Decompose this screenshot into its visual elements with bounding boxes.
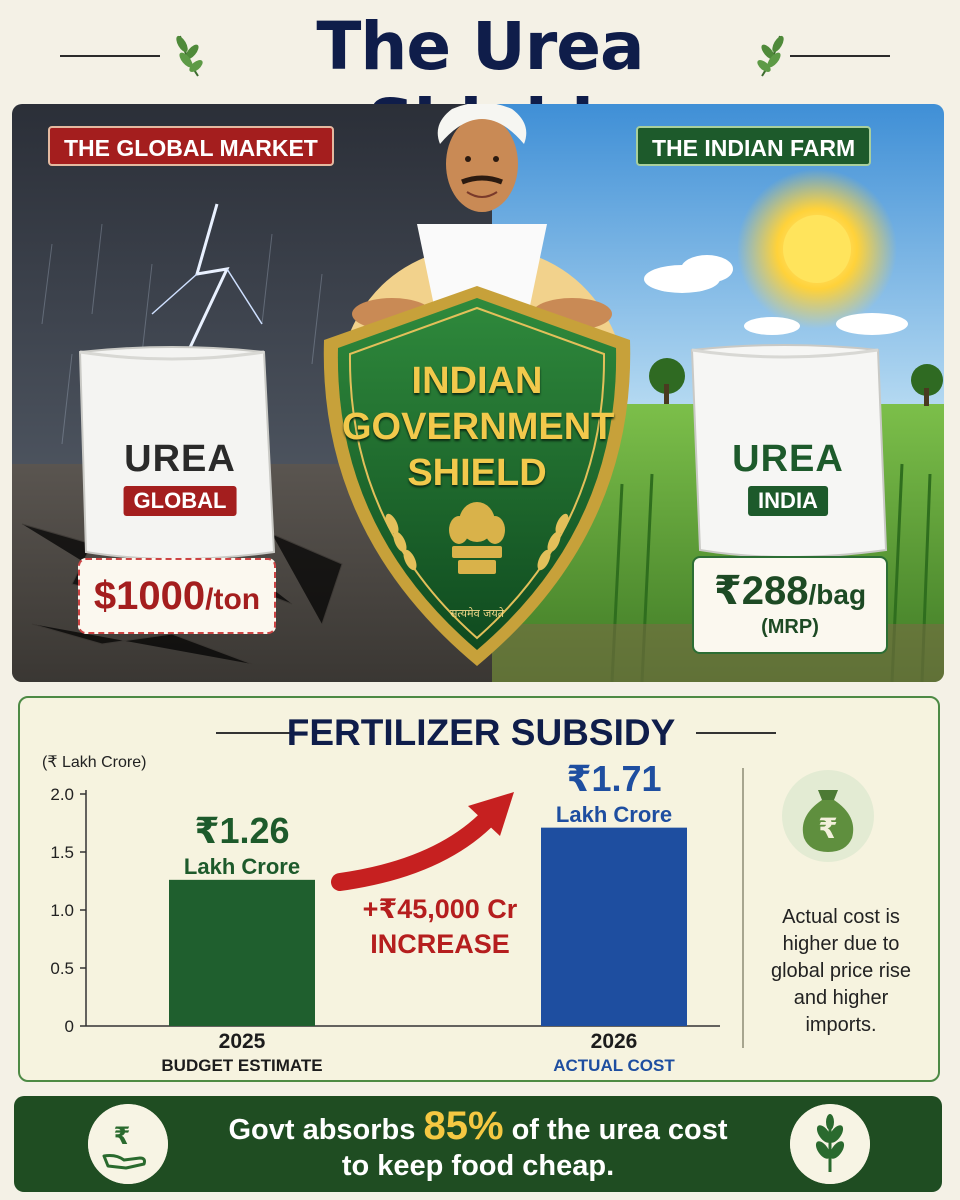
india-price-card: ₹288/bag (MRP) (692, 556, 888, 654)
panel-rule-right (696, 732, 776, 734)
global-sack-label: UREA GLOBAL (86, 438, 274, 538)
global-price-card: $1000/ton (78, 558, 276, 634)
bar-value: ₹1.71 (566, 757, 662, 799)
sack-chip-india: INDIA (748, 486, 828, 516)
shield-line: GOVERNMENT (342, 406, 615, 448)
bar-2026 (541, 827, 687, 1026)
category-sub: BUDGET ESTIMATE (161, 1056, 323, 1075)
increase-arrowhead (468, 792, 514, 836)
y-tick-label: 0.5 (50, 959, 74, 978)
sack-chip-global: GLOBAL (123, 486, 237, 516)
category-label-2025: 2025 BUDGET ESTIMATE (132, 1030, 352, 1076)
price-value: $1000 (93, 574, 206, 618)
panel-rule-left (216, 732, 296, 734)
leaf-sprig-icon (176, 35, 203, 77)
money-bag-icon: ₹ (782, 770, 874, 862)
bar-value: ₹1.26 (194, 809, 290, 851)
leaf-sprig-icon (757, 35, 784, 77)
price-unit: /bag (808, 579, 867, 610)
price-value: ₹288 (713, 569, 809, 613)
subsidy-panel: FERTILIZER SUBSIDY (₹ Lakh Crore) 2.0 1.5… (18, 696, 940, 1082)
footer-text-after: of the urea cost (511, 1114, 728, 1146)
india-sack-label: UREA INDIA (694, 438, 882, 538)
increase-word: INCREASE (370, 929, 510, 959)
panel-divider (742, 768, 744, 1048)
shield-graphic (323, 286, 631, 666)
y-axis-unit-label: (₹ Lakh Crore) (42, 754, 147, 771)
urea-sack-india (690, 344, 888, 558)
price-unit: /ton (205, 583, 261, 616)
bar-value-label-2026: ₹1.71 Lakh Crore (514, 758, 714, 828)
cost-note: Actual cost is higher due to global pric… (770, 906, 912, 1036)
title-row: The Urea Shield (0, 0, 960, 162)
emblem-icon (449, 502, 505, 574)
hero-illustration: THE GLOBAL MARKET THE INDIAN FARM UREA G… (12, 104, 944, 682)
sack-word: UREA (124, 438, 236, 480)
footer-highlight: 85% (423, 1104, 504, 1148)
bar-2025 (169, 879, 315, 1026)
shield-motto: सत्यमेव जयते (449, 607, 504, 620)
indian-farm-tag: THE INDIAN FARM (636, 126, 872, 166)
increase-arrow (331, 807, 499, 891)
rupee-hand-icon: ₹ (88, 1104, 168, 1184)
price-note: (MRP) (761, 616, 819, 638)
subsidy-bar-chart: 2.0 1.5 1.0 0.5 0 (50, 785, 720, 1036)
plant-icon (790, 1104, 870, 1184)
panel-title: FERTILIZER SUBSIDY (286, 712, 676, 753)
increase-amount: +₹45,000 Cr (362, 894, 518, 924)
y-tick-label: 1.5 (50, 843, 74, 862)
svg-text:₹: ₹ (818, 812, 837, 845)
category-label-2026: 2026 ACTUAL COST (504, 1030, 724, 1076)
shield-label: INDIAN GOVERNMENT SHIELD (342, 358, 615, 496)
footer-banner: ₹ Govt absorbs 85% of the urea cost to k… (14, 1096, 942, 1192)
bar-value-label-2025: ₹1.26 Lakh Crore (142, 810, 342, 880)
category-year: 2026 (590, 1030, 638, 1053)
shield-line: SHIELD (407, 452, 547, 494)
category-sub: ACTUAL COST (553, 1056, 675, 1075)
category-year: 2025 (218, 1030, 266, 1053)
y-tick-label: 0 (65, 1017, 74, 1036)
footer-line2: to keep food cheap. (341, 1150, 615, 1182)
y-tick-label: 2.0 (50, 785, 74, 804)
sack-word: UREA (732, 438, 844, 480)
title-rule-right (790, 55, 890, 57)
title-rule-left (60, 55, 160, 57)
bar-unit: Lakh Crore (555, 801, 673, 827)
shield-line: INDIAN (411, 360, 543, 402)
increase-callout: +₹45,000 Cr INCREASE (350, 894, 530, 960)
y-tick-label: 1.0 (50, 901, 74, 920)
svg-text:₹: ₹ (114, 1122, 131, 1150)
bar-unit: Lakh Crore (183, 853, 301, 879)
global-market-tag: THE GLOBAL MARKET (48, 126, 334, 166)
footer-message: Govt absorbs 85% of the urea cost to kee… (164, 1106, 792, 1184)
footer-text-before: Govt absorbs (228, 1114, 416, 1146)
